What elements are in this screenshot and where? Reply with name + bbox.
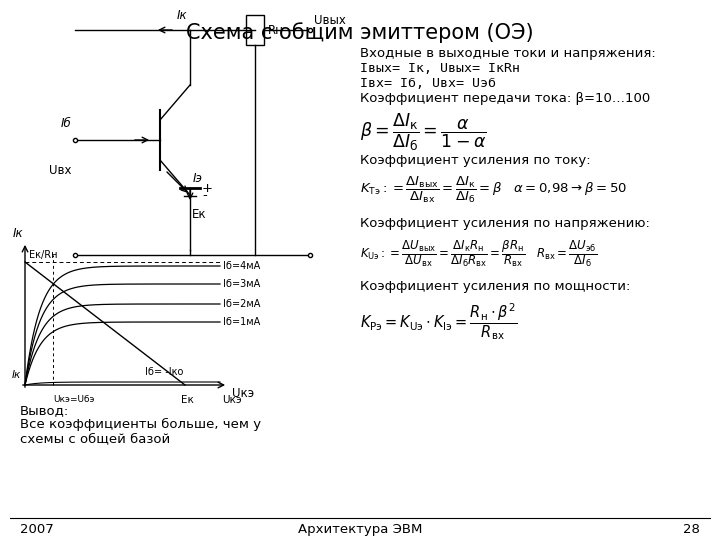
Text: $K_{\rm Uэ} := \dfrac{\Delta U_{\rm вых}}{\Delta U_{\rm вх}} = \dfrac{\Delta I_{: $K_{\rm Uэ} := \dfrac{\Delta U_{\rm вых}… (360, 238, 598, 269)
Text: Архитектура ЭВМ: Архитектура ЭВМ (298, 523, 422, 536)
Text: Iк: Iк (176, 9, 187, 22)
Text: Uкэ=Uбэ: Uкэ=Uбэ (53, 395, 94, 404)
Text: +: + (202, 181, 213, 194)
Text: Коэффициент передачи тока: β=10…100: Коэффициент передачи тока: β=10…100 (360, 92, 650, 105)
Text: Входные в выходные токи и напряжения:: Входные в выходные токи и напряжения: (360, 47, 656, 60)
Text: Uвх: Uвх (48, 164, 71, 177)
Text: Вывод:: Вывод: (20, 404, 69, 417)
Text: Коэффициент усиления по току:: Коэффициент усиления по току: (360, 154, 590, 167)
Text: Iвх= Iб, Uвх= Uэб: Iвх= Iб, Uвх= Uэб (360, 77, 496, 90)
Text: Iк: Iк (12, 227, 23, 240)
Text: Iк: Iк (12, 370, 21, 380)
Text: Iб=4мА: Iб=4мА (223, 261, 260, 271)
Text: Iб= -Iко: Iб= -Iко (145, 367, 184, 377)
Text: Iвых= Iк, Uвых= IкRн: Iвых= Iк, Uвых= IкRн (360, 62, 520, 75)
Text: схемы с общей базой: схемы с общей базой (20, 432, 170, 445)
Text: -: - (202, 190, 207, 202)
Text: Коэффициент усиления по мощности:: Коэффициент усиления по мощности: (360, 280, 631, 293)
Text: Все коэффициенты больше, чем у: Все коэффициенты больше, чем у (20, 418, 261, 431)
Text: Ек: Ек (192, 208, 207, 221)
Text: Iб=3мА: Iб=3мА (223, 279, 260, 289)
Text: Iэ: Iэ (193, 172, 203, 185)
Text: Схема с общим эмиттером (ОЭ): Схема с общим эмиттером (ОЭ) (186, 22, 534, 43)
Text: 28: 28 (683, 523, 700, 536)
Text: Uвых: Uвых (314, 14, 346, 27)
Text: $\beta = \dfrac{\Delta I_{\rm к}}{\Delta I_{\rm б}} = \dfrac{\alpha}{1-\alpha}$: $\beta = \dfrac{\Delta I_{\rm к}}{\Delta… (360, 112, 487, 153)
Bar (246, 15, 264, 45)
Text: Uкэ: Uкэ (232, 387, 254, 400)
Text: Ек: Ек (181, 395, 194, 405)
Text: $K_{\rm Тэ} := \dfrac{\Delta I_{\rm вых}}{\Delta I_{\rm вх}} = \dfrac{\Delta I_{: $K_{\rm Тэ} := \dfrac{\Delta I_{\rm вых}… (360, 175, 627, 205)
Text: Iб=1мА: Iб=1мА (223, 317, 260, 327)
Text: Коэффициент усиления по напряжению:: Коэффициент усиления по напряжению: (360, 217, 650, 230)
Text: Eк/Rн: Eк/Rн (29, 250, 58, 260)
Text: Uкэ: Uкэ (222, 395, 242, 405)
Text: $K_{\rm Pэ} = K_{\rm Uэ} \cdot K_{\rm Iэ} = \dfrac{R_{\rm н} \cdot \beta^2}{R_{\: $K_{\rm Pэ} = K_{\rm Uэ} \cdot K_{\rm Iэ… (360, 301, 517, 342)
Text: Rн: Rн (268, 24, 284, 37)
Text: Iб: Iб (60, 117, 71, 130)
Text: 2007: 2007 (20, 523, 54, 536)
Text: Iб=2мА: Iб=2мА (223, 299, 261, 309)
